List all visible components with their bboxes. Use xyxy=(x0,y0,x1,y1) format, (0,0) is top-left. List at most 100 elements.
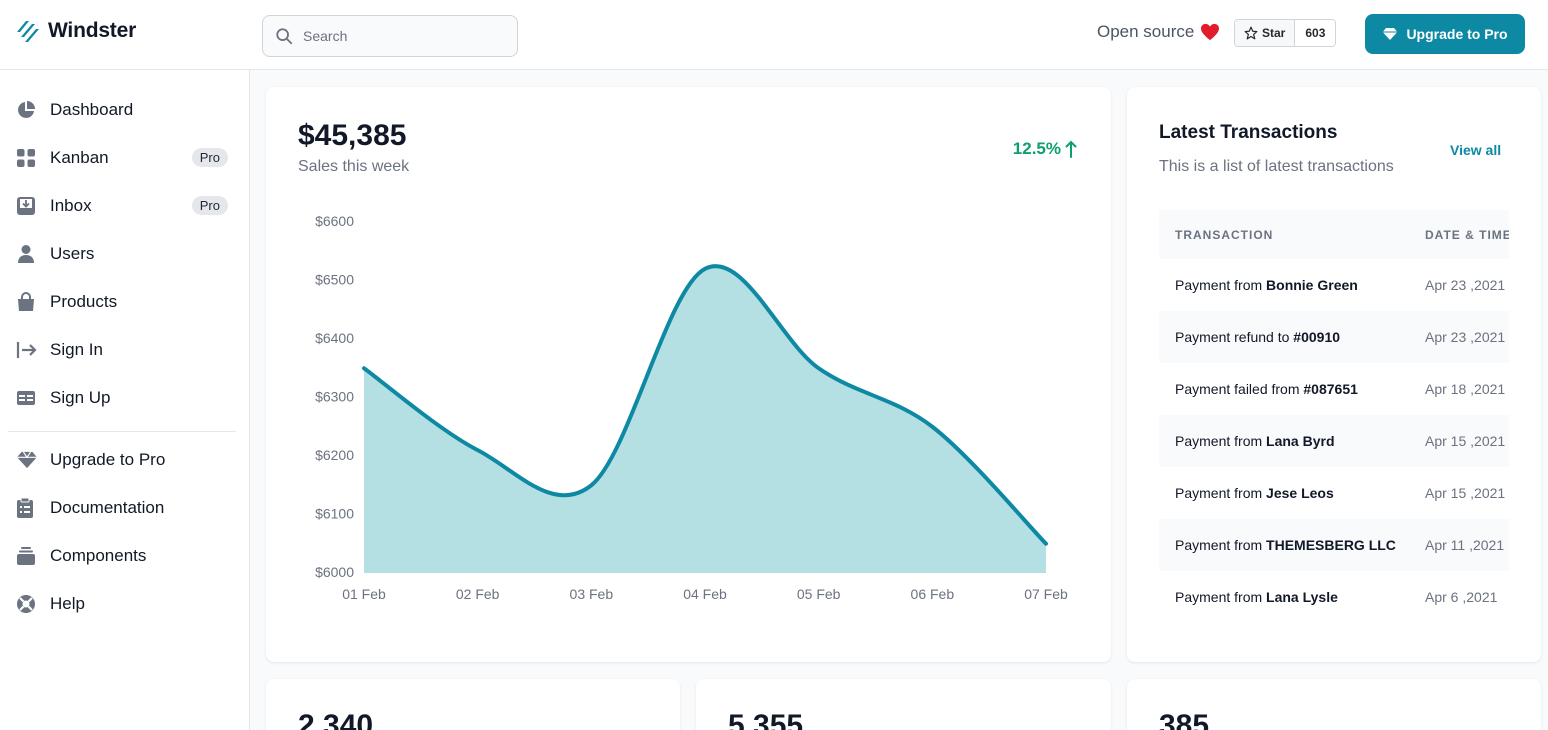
windster-logo-icon xyxy=(17,21,39,42)
heart-icon xyxy=(1201,23,1220,41)
sidebar-item-kanban[interactable]: Kanban Pro xyxy=(12,138,236,178)
transaction-target: Lana Byrd xyxy=(1266,433,1335,449)
chart-pie-icon xyxy=(16,98,44,122)
chart-point[interactable] xyxy=(926,421,938,433)
sidebar-item-help[interactable]: Help xyxy=(12,584,236,624)
sidebar-item-upgrade[interactable]: Upgrade to Pro xyxy=(12,440,236,480)
x-tick-label: 06 Feb xyxy=(911,586,955,602)
chart-point[interactable] xyxy=(358,362,370,374)
pro-badge: Pro xyxy=(191,196,228,215)
inbox-icon xyxy=(16,194,44,218)
date-cell: Apr 15 ,2021 xyxy=(1425,485,1506,501)
support-icon xyxy=(16,592,44,616)
shopping-bag-icon xyxy=(16,290,44,314)
star-count[interactable]: 603 xyxy=(1295,20,1336,46)
sidebar-item-label: Sign In xyxy=(50,340,103,359)
chart-point[interactable] xyxy=(699,263,711,275)
signup-icon xyxy=(16,386,44,410)
date-cell: Apr 18 ,2021 xyxy=(1425,381,1506,397)
user-icon xyxy=(16,242,44,266)
table-row: Payment from Lana Lysle Apr 6 ,2021 xyxy=(1159,571,1509,623)
sales-chart: $6600 $6500 $6400 $6300 $6200 $6100 $6000 01 Fe… xyxy=(315,213,1068,602)
y-tick-label: $6200 xyxy=(315,447,354,463)
sidebar-item-components[interactable]: Components xyxy=(12,536,236,576)
table-row: Payment from Bonnie Green Apr 23 ,2021 xyxy=(1159,259,1509,311)
open-source-label: Open source xyxy=(1097,22,1195,41)
sidebar-item-label: Documentation xyxy=(50,498,165,517)
y-tick-label: $6500 xyxy=(315,272,354,288)
sidebar: Dashboard Kanban Pro Inbox Pro Users Pro… xyxy=(0,70,250,730)
transaction-cell: Payment from Jese Leos xyxy=(1159,485,1425,501)
chart-point[interactable] xyxy=(472,444,484,456)
x-tick-label: 07 Feb xyxy=(1024,586,1068,602)
upgrade-label: Upgrade to Pro xyxy=(1406,26,1508,42)
date-cell: Apr 11 ,2021 xyxy=(1425,537,1505,553)
sidebar-item-label: Sign Up xyxy=(50,388,111,407)
search-input[interactable] xyxy=(303,28,503,44)
x-tick-label: 01 Feb xyxy=(342,586,386,602)
sidebar-item-label: Help xyxy=(50,594,85,613)
view-all-link[interactable]: View all xyxy=(1450,142,1502,158)
transaction-target: Lana Lysle xyxy=(1266,589,1338,605)
column-header-transaction: TRANSACTION xyxy=(1175,227,1274,242)
table-row: Payment failed from #087651 Apr 18 ,2021 xyxy=(1159,363,1509,415)
column-header-date: DATE & TIME xyxy=(1425,227,1509,242)
star-button[interactable]: Star xyxy=(1235,20,1296,46)
chart-point[interactable] xyxy=(813,362,825,374)
github-star-widget[interactable]: Star 603 xyxy=(1234,19,1337,47)
table-row: Payment from Jese Leos Apr 15 ,2021 xyxy=(1159,467,1509,519)
sidebar-item-documentation[interactable]: Documentation xyxy=(12,488,236,528)
table-row: Payment refund to #00910 Apr 23 ,2021 xyxy=(1159,311,1509,363)
table-row: Payment from THEMESBERG LLC Apr 11 ,2021 xyxy=(1159,519,1509,571)
top-navbar: Windster Open source Star 603 Upgrade to… xyxy=(0,0,1548,70)
stat-value: 385 xyxy=(1159,709,1210,730)
pro-badge: Pro xyxy=(191,148,228,167)
search-box[interactable] xyxy=(262,15,518,57)
transaction-target: Bonnie Green xyxy=(1266,277,1358,293)
brand-name: Windster xyxy=(48,19,137,42)
sidebar-item-sign-up[interactable]: Sign Up xyxy=(12,378,236,418)
sidebar-item-inbox[interactable]: Inbox Pro xyxy=(12,186,236,226)
transaction-prefix: Payment from xyxy=(1175,537,1267,553)
chart-point[interactable] xyxy=(585,479,597,491)
x-tick-label: 04 Feb xyxy=(683,586,727,602)
sales-card: $45,385 Sales this week 12.5% $6600 $6500… xyxy=(266,87,1111,662)
sidebar-item-products[interactable]: Products xyxy=(12,282,236,322)
sales-value: $45,385 xyxy=(298,119,407,152)
date-cell: Apr 6 ,2021 xyxy=(1425,589,1498,605)
table-header: TRANSACTION DATE & TIME xyxy=(1159,210,1509,259)
transactions-table: TRANSACTION DATE & TIME Payment from Bon… xyxy=(1159,210,1509,623)
x-tick-label: 05 Feb xyxy=(797,586,841,602)
search-icon xyxy=(276,28,293,45)
transaction-prefix: Payment from xyxy=(1175,589,1267,605)
sidebar-item-label: Inbox xyxy=(50,196,92,215)
transaction-cell: Payment from THEMESBERG LLC xyxy=(1159,537,1425,553)
sidebar-item-users[interactable]: Users xyxy=(12,234,236,274)
upgrade-to-pro-button[interactable]: Upgrade to Pro xyxy=(1365,14,1525,54)
stat-value: 2,340 xyxy=(298,709,374,730)
transactions-title: Latest Transactions xyxy=(1159,122,1338,143)
sidebar-item-label: Upgrade to Pro xyxy=(50,450,166,469)
x-tick-label: 02 Feb xyxy=(456,586,500,602)
sidebar-item-label: Dashboard xyxy=(50,100,134,119)
transaction-target: #087651 xyxy=(1303,381,1358,397)
sales-change: 12.5% xyxy=(1013,139,1077,159)
brand-logo[interactable]: Windster xyxy=(14,18,136,44)
sidebar-item-sign-in[interactable]: Sign In xyxy=(12,330,236,370)
chart-point[interactable] xyxy=(1040,538,1052,550)
transaction-target: THEMESBERG LLC xyxy=(1266,537,1396,553)
stat-card-3: 385 xyxy=(1127,679,1541,730)
sidebar-item-label: Users xyxy=(50,244,95,263)
gem-icon xyxy=(1383,28,1398,40)
transaction-prefix: Payment from xyxy=(1175,485,1267,501)
y-tick-label: $6400 xyxy=(315,330,354,346)
sidebar-item-dashboard[interactable]: Dashboard xyxy=(12,90,236,130)
y-tick-label: $6100 xyxy=(315,506,354,522)
star-icon xyxy=(1244,26,1258,40)
y-tick-label: $6000 xyxy=(315,564,354,580)
stat-card-2: 5,355 xyxy=(696,679,1111,730)
chart-area-fill xyxy=(364,266,1046,573)
date-cell: Apr 15 ,2021 xyxy=(1425,433,1506,449)
chart-series-line xyxy=(362,264,1048,546)
open-source-note: Open source xyxy=(1097,22,1220,42)
